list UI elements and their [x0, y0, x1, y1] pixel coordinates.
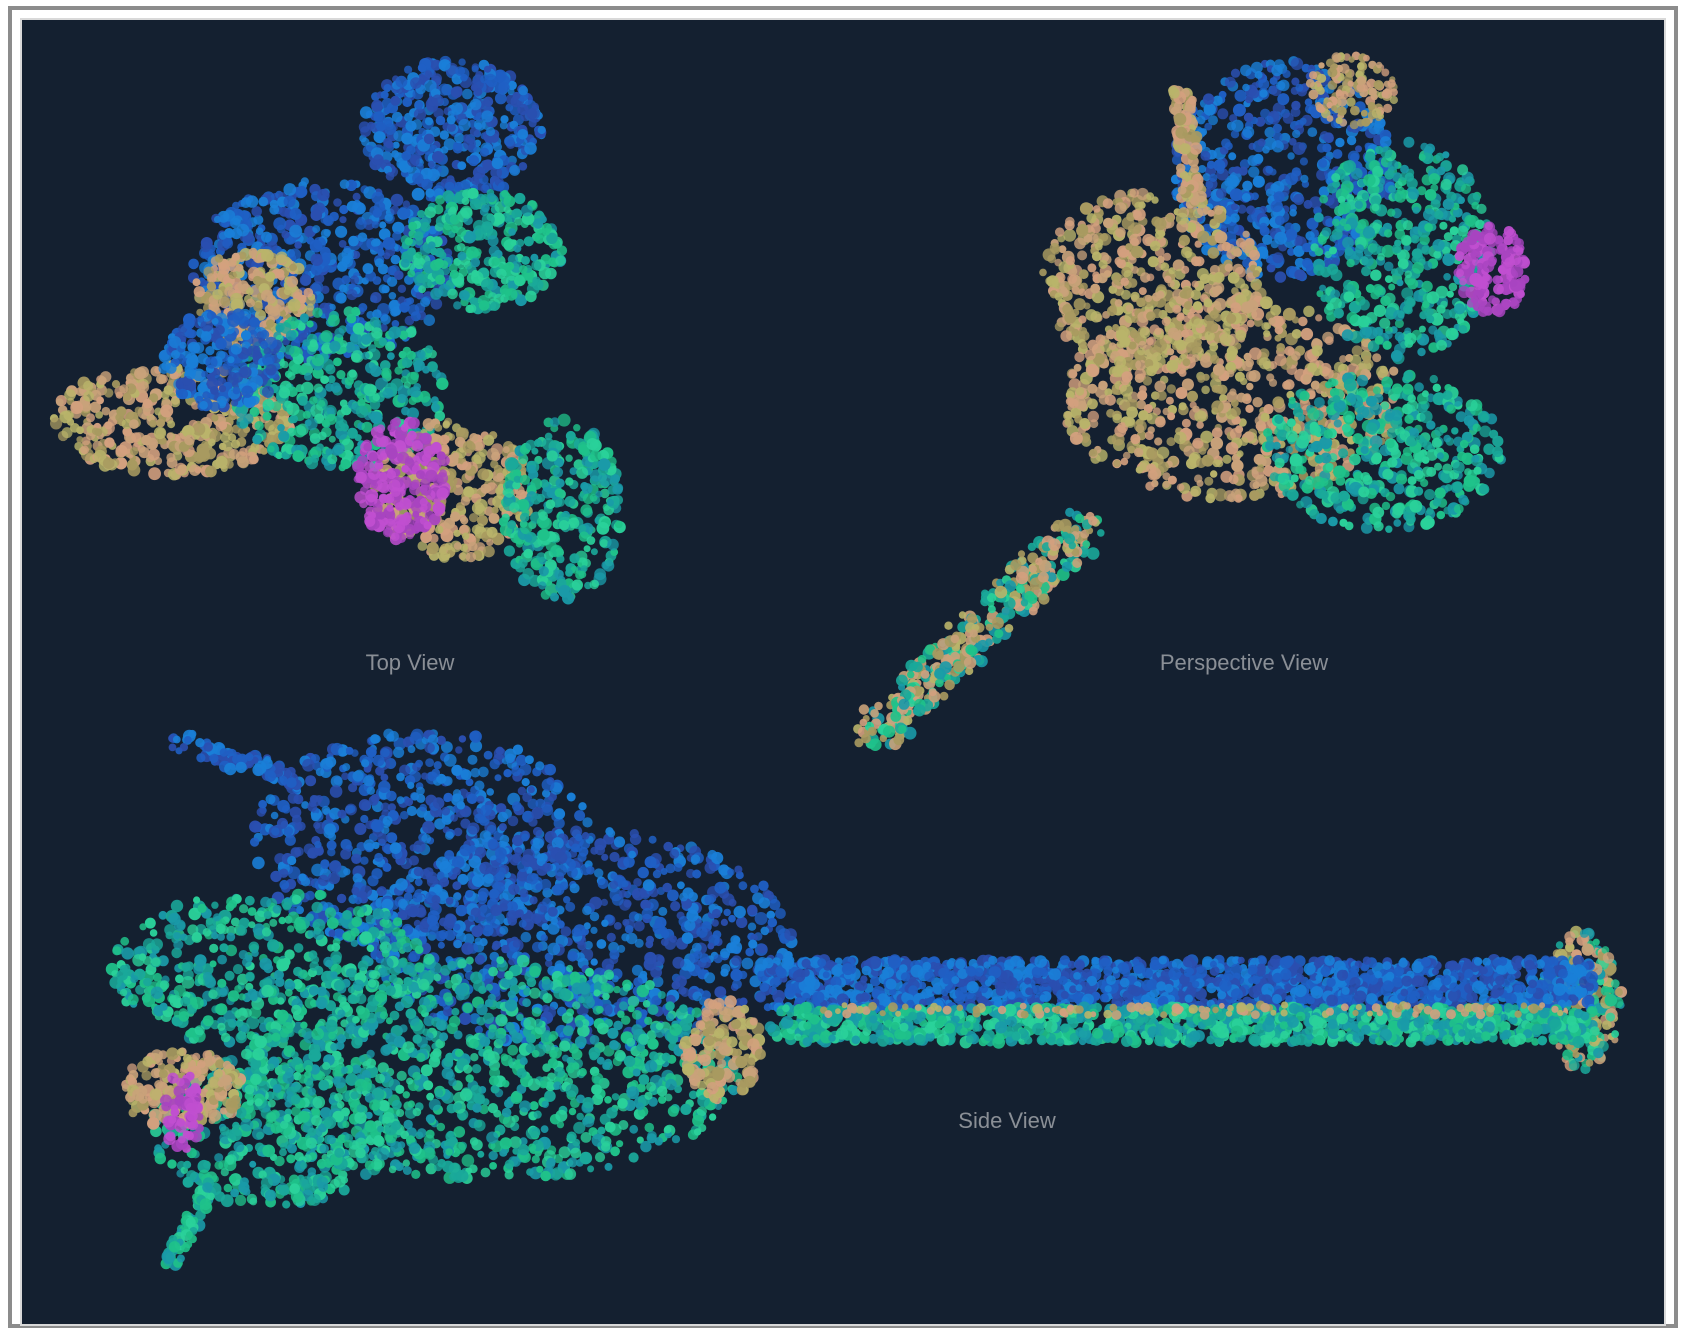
molecule-canvas: Top View Perspective View Side View	[20, 18, 1666, 1326]
top-view-caption: Top View	[365, 650, 455, 675]
perspective-view-caption: Perspective View	[1159, 650, 1329, 675]
perspective-view-structure	[853, 51, 1530, 751]
side-view-caption: Side View	[958, 1108, 1056, 1133]
molecule-render	[49, 51, 1628, 1271]
top-view-structure	[49, 55, 626, 605]
side-view-structure	[105, 728, 1628, 1271]
